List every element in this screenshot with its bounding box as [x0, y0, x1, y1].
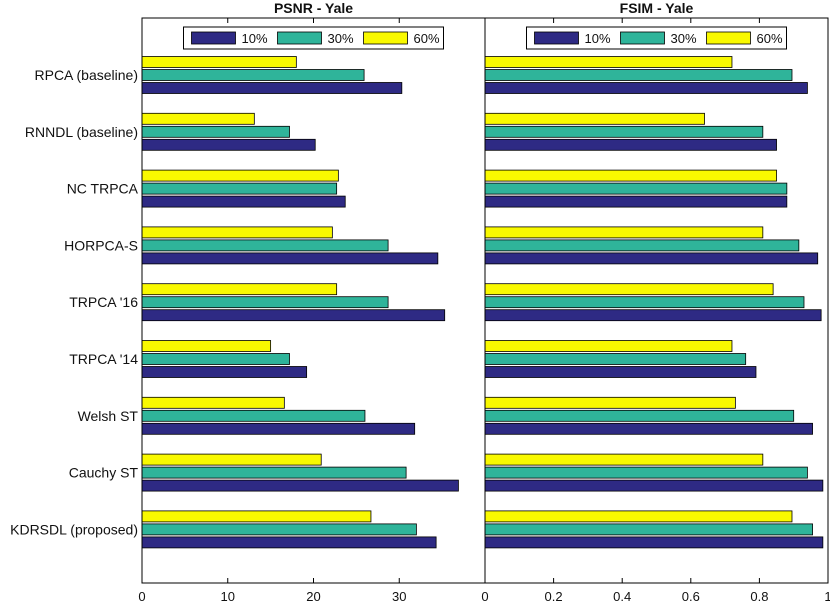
bar-fsim-2-60pct — [484, 169, 777, 182]
bar-psnr-2-60pct — [141, 169, 339, 182]
category-label: Cauchy ST — [69, 465, 139, 481]
fsim-title: FSIM - Yale — [620, 0, 694, 16]
psnr-legend: 10% 30% 60% — [183, 26, 444, 50]
bar-fsim-4-60pct — [484, 283, 774, 296]
bar-psnr-8-30pct — [141, 523, 417, 536]
legend-swatch — [277, 31, 322, 45]
legend-swatch — [706, 31, 751, 45]
category-label: NC TRPCA — [67, 181, 139, 197]
bar-psnr-2-30pct — [141, 182, 338, 195]
bar-fsim-7-30pct — [484, 466, 808, 479]
bar-psnr-6-10pct — [141, 422, 416, 435]
bar-psnr-8-10pct — [141, 536, 437, 549]
legend-label: 30% — [671, 31, 697, 46]
bar-psnr-6-60pct — [141, 396, 285, 409]
bar-fsim-8-30pct — [484, 523, 813, 536]
bar-fsim-5-60pct — [484, 340, 733, 352]
category-label: RPCA (baseline) — [35, 67, 139, 83]
psnr-panel: PSNR - Yale RPCA (baseline) RNNDL (baseli… — [10, 0, 486, 604]
x-tick-label: 0.4 — [613, 589, 631, 604]
bar-fsim-0-10pct — [484, 82, 808, 94]
x-tick-label: 30 — [392, 589, 406, 604]
x-tick-label: 20 — [306, 589, 320, 604]
bar-fsim-1-30pct — [484, 125, 764, 138]
bar-psnr-4-30pct — [141, 296, 389, 309]
bar-fsim-8-60pct — [484, 510, 793, 523]
bar-fsim-2-30pct — [484, 182, 788, 195]
legend-swatch — [363, 31, 408, 45]
bar-psnr-2-10pct — [141, 195, 346, 208]
legend-swatch — [191, 31, 236, 45]
bar-fsim-2-10pct — [484, 195, 788, 208]
category-label: KDRSDL (proposed) — [10, 521, 138, 537]
category-label: HORPCA-S — [64, 237, 138, 253]
bar-psnr-5-60pct — [141, 340, 272, 352]
bar-psnr-0-10pct — [141, 82, 403, 94]
legend-swatch — [534, 31, 579, 45]
bar-fsim-5-30pct — [484, 353, 747, 365]
x-tick-label: 0 — [138, 589, 145, 604]
legend-label: 10% — [242, 31, 268, 46]
bar-psnr-6-30pct — [141, 409, 366, 422]
bar-fsim-1-60pct — [484, 112, 705, 125]
psnr-bars — [141, 56, 459, 549]
bar-fsim-0-60pct — [484, 56, 733, 68]
x-tick-label: 0.6 — [682, 589, 700, 604]
bar-psnr-0-60pct — [141, 56, 297, 68]
bar-fsim-3-30pct — [484, 239, 800, 252]
bar-psnr-7-60pct — [141, 453, 322, 466]
bar-psnr-3-30pct — [141, 239, 389, 252]
legend-label: 10% — [585, 31, 611, 46]
bar-psnr-3-10pct — [141, 252, 439, 265]
psnr-x-ticks: 0 10 20 30 — [138, 18, 406, 604]
category-label: TRPCA '16 — [69, 294, 138, 310]
fsim-axes-frame — [484, 17, 829, 584]
fsim-x-ticks: 0 0.2 0.4 0.6 0.8 1 — [481, 18, 830, 604]
bar-psnr-7-10pct — [141, 479, 459, 492]
x-tick-label: 0 — [481, 589, 488, 604]
bar-psnr-4-60pct — [141, 283, 338, 296]
bar-fsim-4-30pct — [484, 296, 805, 309]
bar-psnr-1-30pct — [141, 125, 290, 138]
bar-psnr-3-60pct — [141, 226, 333, 239]
category-label: Welsh ST — [78, 408, 139, 424]
legend-label: 60% — [757, 31, 783, 46]
bar-psnr-1-10pct — [141, 138, 316, 151]
psnr-title: PSNR - Yale — [274, 0, 353, 16]
bar-fsim-4-10pct — [484, 309, 822, 322]
bar-fsim-8-10pct — [484, 536, 824, 549]
bar-fsim-7-10pct — [484, 479, 824, 492]
bar-fsim-6-60pct — [484, 396, 736, 409]
x-tick-label: 10 — [221, 589, 235, 604]
x-tick-label: 0.8 — [750, 589, 768, 604]
bar-fsim-1-10pct — [484, 138, 777, 151]
bar-psnr-5-10pct — [141, 366, 308, 378]
bar-psnr-7-30pct — [141, 466, 407, 479]
legend-label: 30% — [328, 31, 354, 46]
fsim-bars — [484, 56, 824, 549]
bar-psnr-4-10pct — [141, 309, 446, 322]
legend-label: 60% — [414, 31, 440, 46]
bar-fsim-5-10pct — [484, 366, 757, 378]
bar-fsim-0-30pct — [484, 69, 793, 81]
bar-psnr-5-30pct — [141, 353, 290, 365]
bar-fsim-6-30pct — [484, 409, 795, 422]
bar-fsim-3-60pct — [484, 226, 764, 239]
category-label: RNNDL (baseline) — [25, 124, 138, 140]
legend-swatch — [620, 31, 665, 45]
x-tick-label: 0.2 — [545, 589, 563, 604]
bar-fsim-7-60pct — [484, 453, 764, 466]
bar-fsim-6-10pct — [484, 422, 813, 435]
category-label: TRPCA '14 — [69, 351, 138, 367]
bar-psnr-0-30pct — [141, 69, 365, 81]
bar-psnr-8-60pct — [141, 510, 372, 523]
fsim-legend: 10% 30% 60% — [526, 26, 787, 50]
bar-psnr-1-60pct — [141, 112, 255, 125]
bar-fsim-3-10pct — [484, 252, 819, 265]
x-tick-label: 1 — [824, 589, 830, 604]
fsim-panel: FSIM - Yale 0 0.2 0.4 0.6 0.8 1 10% 30% 60% — [481, 0, 830, 604]
psnr-category-labels: RPCA (baseline) RNNDL (baseline) NC TRPCA H… — [10, 67, 139, 537]
